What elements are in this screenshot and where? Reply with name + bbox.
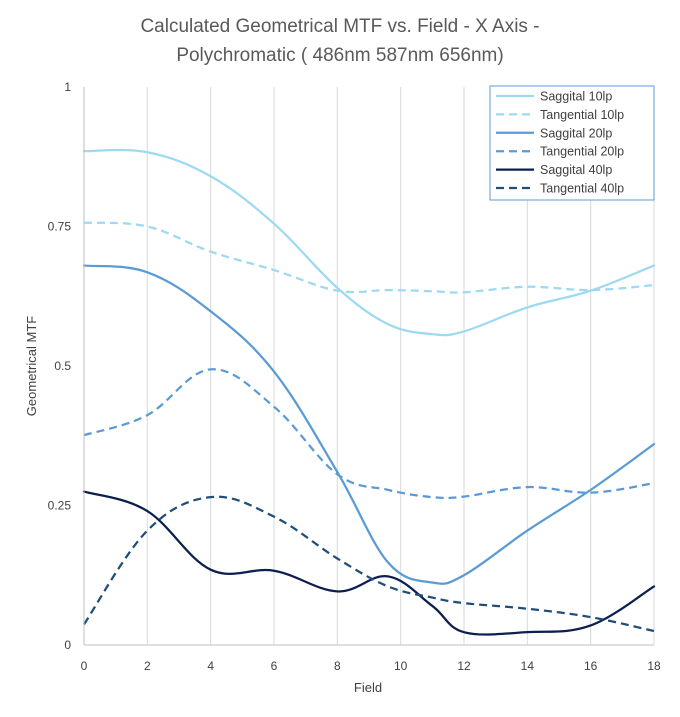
- series-line-saggital-20lp: [82, 264, 656, 585]
- series-lines: [82, 148, 656, 636]
- chart-title-line-1: Calculated Geometrical MTF vs. Field - X…: [140, 16, 539, 37]
- x-tick-label: 16: [584, 659, 598, 673]
- series-line-tangential-10lp: [83, 221, 655, 294]
- x-tick-label: 8: [334, 659, 341, 673]
- legend-label: Saggital 20lp: [540, 126, 612, 140]
- series-line-tangential-20lp: [83, 368, 655, 500]
- legend-label: Tangential 40lp: [540, 182, 624, 196]
- chart-title-line-2: Polychromatic ( 486nm 587nm 656nm): [176, 45, 503, 66]
- y-tick-labels: 0 0.25 0.5 0.75 1: [48, 80, 72, 652]
- legend-box: [489, 85, 655, 201]
- legend-label: Saggital 40lp: [540, 163, 612, 177]
- x-tick-label: 10: [394, 659, 408, 673]
- series-line-saggital-10lp: [82, 148, 656, 337]
- y-tick-label: 0.5: [54, 359, 71, 373]
- x-tick-label: 18: [647, 659, 661, 673]
- x-tick-label: 12: [457, 659, 471, 673]
- x-tick-label: 6: [271, 659, 278, 673]
- x-tick-label: 2: [144, 659, 151, 673]
- x-tick-label: 4: [207, 659, 214, 673]
- series-line-saggital-40lp: [82, 490, 656, 636]
- y-tick-label: 0.25: [48, 499, 72, 513]
- x-tick-label: 14: [521, 659, 535, 673]
- x-axis-label: Field: [354, 680, 382, 695]
- legend-label: Tangential 10lp: [540, 108, 624, 122]
- legend-label: Saggital 10lp: [540, 90, 612, 104]
- x-tick-label: 0: [81, 659, 88, 673]
- y-tick-label: 0.75: [48, 220, 72, 234]
- y-tick-label: 0: [64, 638, 71, 652]
- axes: [83, 87, 654, 646]
- legend-label: Tangential 20lp: [540, 145, 624, 159]
- legend: Saggital 10lp Tangential 10lp Saggital 20l…: [489, 85, 655, 201]
- x-tick-labels: 0 2 4 6 8 10 12 14 16 18: [81, 659, 661, 673]
- series-line-tangential-40lp: [83, 495, 655, 633]
- y-tick-label: 1: [64, 80, 71, 94]
- y-axis-label: Geometrical MTF: [24, 316, 39, 416]
